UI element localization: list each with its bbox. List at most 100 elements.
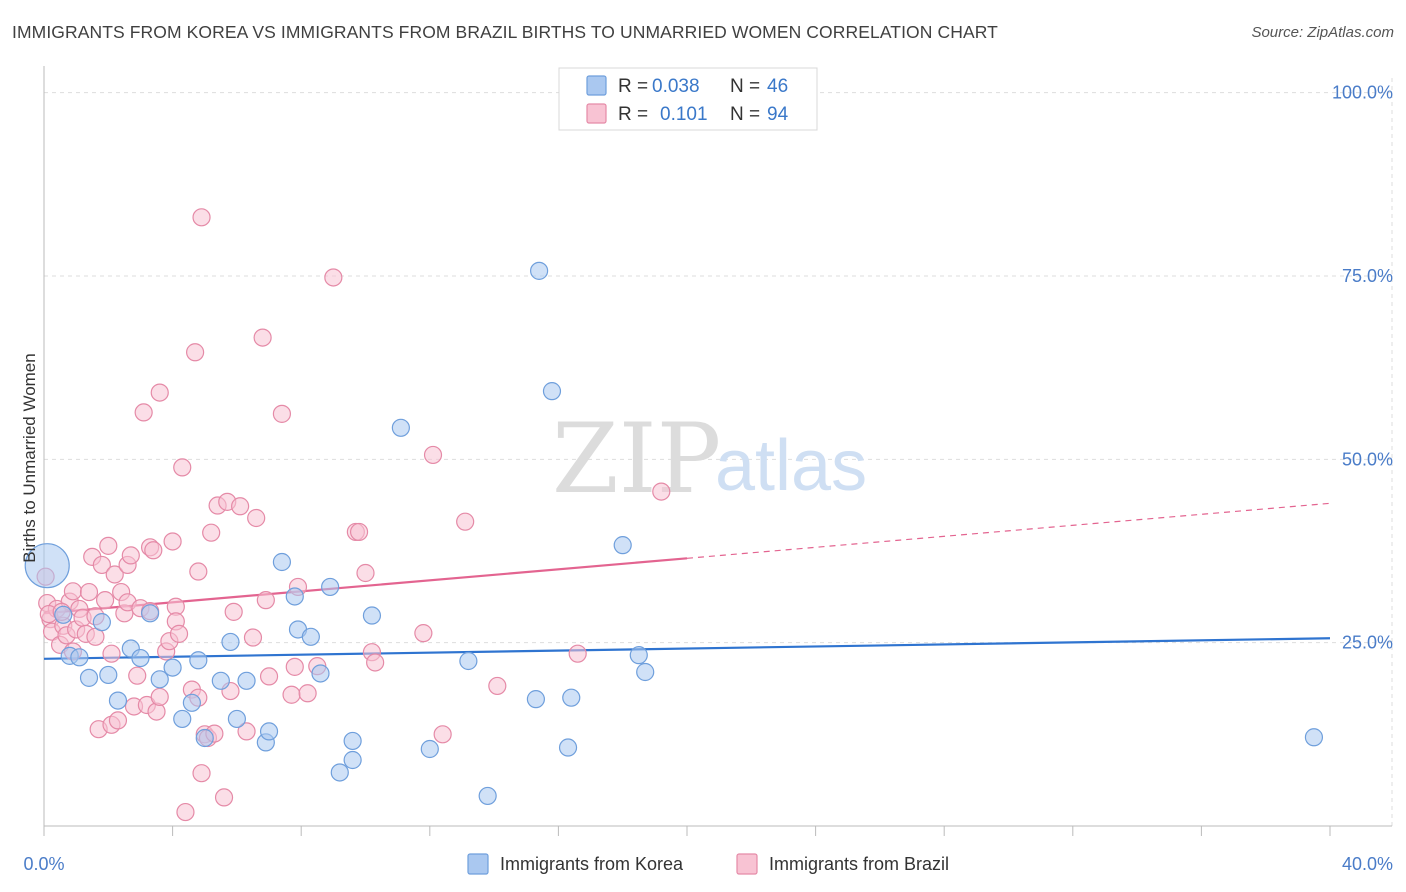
brazil-point (356, 563, 375, 583)
brazil-point (202, 523, 221, 542)
legend-n-value-brazil: 94 (767, 104, 789, 125)
series-legend-swatch-korea (467, 853, 489, 875)
brazil-point (324, 268, 343, 287)
korea-point (92, 613, 111, 632)
series-legend-label-korea: Immigrants from Korea (500, 854, 684, 874)
legend-r-label-brazil: R = (618, 104, 648, 125)
source-credit: Source: ZipAtlas.com (1251, 24, 1394, 41)
korea-point (613, 536, 632, 555)
gridlines (44, 78, 1393, 826)
korea-point (636, 662, 655, 682)
watermark-zip: ZIP (552, 403, 721, 515)
korea-point (478, 786, 497, 806)
trend-lines (43, 502, 1331, 660)
korea-point (311, 664, 330, 683)
korea-point (195, 728, 214, 748)
korea-point (272, 552, 292, 572)
brazil-point (128, 666, 147, 685)
korea-point (99, 665, 118, 685)
brazil-point (108, 711, 128, 730)
korea-point (140, 604, 160, 623)
korea-point (54, 605, 73, 624)
y-axis-label: Births to Unmarried Women (20, 353, 39, 562)
brazil-point (259, 667, 279, 686)
korea-point (189, 651, 208, 670)
brazil-point (282, 685, 301, 704)
korea-point (343, 731, 362, 751)
korea-point (1304, 728, 1324, 747)
brazil-point (224, 602, 243, 621)
korea-point (70, 648, 89, 667)
series-legend: Immigrants from Korea Immigrants from Br… (467, 853, 949, 875)
brazil-point (95, 591, 115, 610)
korea-point (459, 651, 478, 671)
legend-n-value-korea: 46 (767, 76, 788, 97)
brazil-point (488, 676, 507, 696)
series-legend-label-brazil: Immigrants from Brazil (769, 854, 949, 874)
brazil-point (423, 445, 443, 465)
legend-n-label-korea: N = (730, 76, 760, 97)
brazil-point (144, 541, 163, 560)
brazil-point (256, 591, 275, 610)
korea-point (131, 648, 150, 668)
x-tick-label: 0.0% (23, 854, 64, 874)
brazil-point (298, 684, 317, 703)
legend-n-label-brazil: N = (730, 104, 760, 125)
korea-point (420, 739, 439, 759)
korea-trend-line (43, 637, 1331, 660)
brazil-point (237, 722, 256, 741)
korea-point (24, 543, 70, 589)
brazil-point (105, 565, 124, 584)
brazil-point (366, 653, 385, 672)
korea-point (526, 690, 545, 709)
korea-point (108, 691, 128, 710)
korea-point (362, 606, 382, 625)
korea-point (227, 709, 246, 729)
korea-point (629, 646, 648, 665)
korea-point (150, 670, 169, 689)
korea-point (558, 738, 578, 757)
data-points (24, 208, 1324, 822)
axes (43, 66, 1392, 836)
legend-swatch-brazil (586, 103, 607, 124)
legend-r-value-brazil: 0.101 (660, 104, 708, 125)
chart-title: IMMIGRANTS FROM KOREA VS IMMIGRANTS FROM… (12, 22, 998, 42)
series-legend-swatch-brazil (736, 853, 758, 875)
brazil-point (247, 508, 266, 528)
brazil-point (169, 624, 189, 643)
y-tick-label: 100.0% (1332, 83, 1393, 103)
korea-point (173, 709, 192, 729)
watermark: ZIP atlas (552, 403, 867, 515)
brazil-point (272, 404, 292, 423)
brazil-point (189, 562, 208, 581)
brazil-point (456, 512, 475, 531)
watermark-atlas: atlas (715, 426, 867, 506)
brazil-point (99, 536, 118, 555)
brazil-point (173, 458, 192, 477)
brazil-point (568, 644, 587, 663)
korea-point (542, 382, 562, 401)
korea-point (343, 750, 362, 770)
korea-point (237, 671, 256, 690)
y-tick-label: 50.0% (1342, 449, 1393, 469)
brazil-point (433, 725, 452, 744)
korea-point (79, 668, 99, 687)
brazil-point (186, 343, 205, 362)
y-tick-labels: 25.0% 50.0% 75.0% 100.0% (1332, 83, 1393, 653)
correlation-legend: R = 0.038 N = 46 R = 0.101 N = 94 (558, 67, 818, 131)
korea-point (530, 261, 549, 280)
korea-point (211, 671, 230, 690)
legend-swatch-korea (586, 75, 607, 96)
brazil-point (163, 532, 182, 551)
korea-point (301, 627, 320, 646)
brazil-point (63, 582, 83, 601)
brazil-point (102, 644, 121, 663)
brazil-point (652, 482, 671, 501)
korea-point (391, 418, 410, 437)
x-tick-label: 40.0% (1342, 854, 1393, 874)
brazil-point (121, 546, 140, 565)
brazil-point (243, 628, 263, 647)
brazil-point (192, 764, 211, 783)
x-tick-labels: 0.0% 40.0% (23, 854, 1393, 874)
